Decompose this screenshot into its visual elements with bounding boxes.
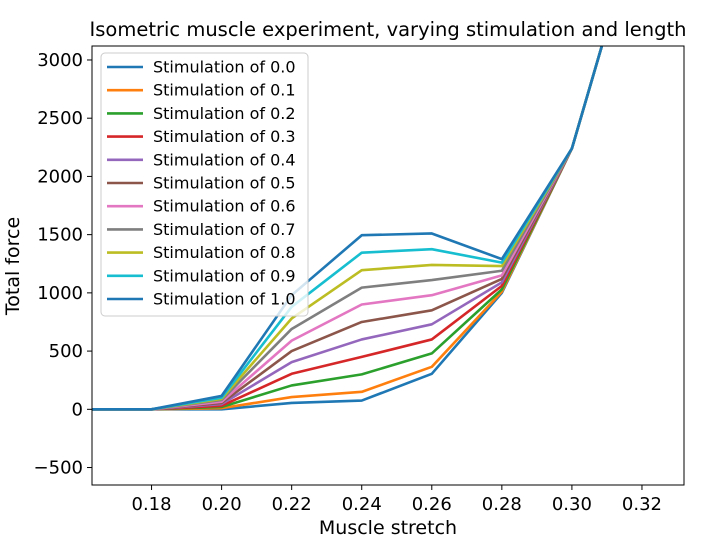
series-layer [92, 46, 604, 411]
x-tick-label: 0.24 [342, 494, 382, 515]
y-tick-label: 1000 [37, 283, 83, 304]
x-tick-label: 0.32 [622, 494, 662, 515]
legend-label: Stimulation of 1.0 [153, 290, 296, 309]
y-axis-label: Total force [2, 217, 24, 316]
legend-box [100, 52, 309, 317]
legend-label: Stimulation of 0.2 [153, 104, 296, 123]
legend-label: Stimulation of 0.9 [153, 266, 296, 285]
y-tick-label: 1500 [37, 225, 83, 246]
x-tick-label: 0.20 [202, 494, 242, 515]
legend-label: Stimulation of 0.1 [153, 81, 296, 100]
x-axis: 0.18 0.20 0.22 0.24 0.26 0.28 0.30 0.32 [132, 485, 662, 515]
y-axis: −500 0 500 1000 1500 2000 2500 3000 [34, 50, 92, 479]
x-axis-label: Muscle stretch [319, 517, 457, 539]
plot-frame [91, 45, 685, 486]
legend-label: Stimulation of 0.3 [153, 127, 296, 146]
legend-label: Stimulation of 0.8 [153, 243, 296, 262]
legend-label: Stimulation of 0.6 [153, 197, 296, 216]
x-tick-label: 0.30 [552, 494, 592, 515]
x-tick-label: 0.28 [482, 494, 522, 515]
legend-label: Stimulation of 0.5 [153, 174, 296, 193]
legend-label: Stimulation of 0.4 [153, 150, 296, 169]
y-tick-label: 3000 [37, 50, 83, 71]
y-tick-label: 0 [72, 399, 83, 420]
series-line-10 [92, 46, 604, 411]
y-tick-label: 500 [49, 341, 83, 362]
y-tick-label: 2000 [37, 166, 83, 187]
chart-title: Isometric muscle experiment, varying sti… [89, 18, 686, 41]
y-tick-label: 2500 [37, 108, 83, 129]
legend: Stimulation of 0.0 Stimulation of 0.1 Stim… [100, 52, 309, 317]
legend-label: Stimulation of 0.7 [153, 220, 296, 239]
x-tick-label: 0.22 [272, 494, 312, 515]
x-tick-label: 0.18 [132, 494, 172, 515]
x-tick-label: 0.26 [412, 494, 452, 515]
legend-label: Stimulation of 0.0 [153, 58, 296, 77]
y-tick-label: −500 [34, 458, 83, 479]
